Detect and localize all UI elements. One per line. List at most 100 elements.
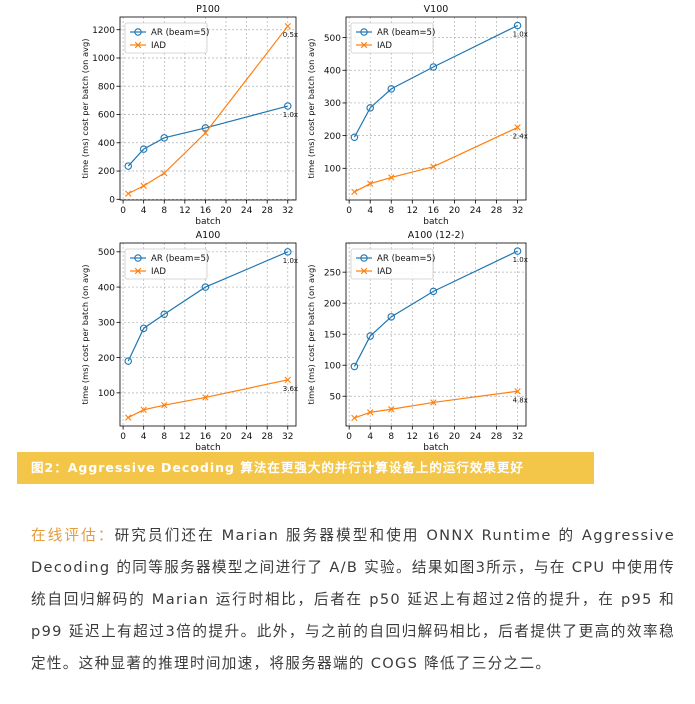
speedup-annotation: 0.5x: [283, 31, 298, 39]
x-tick-label: 16: [200, 432, 212, 442]
data-point-ar: [387, 313, 396, 321]
legend-x-marker: [360, 267, 368, 275]
data-point-iad: [140, 406, 147, 413]
x-tick-label: 28: [491, 206, 503, 216]
data-point-iad: [351, 188, 358, 196]
data-point-ar: [429, 287, 438, 296]
y-tick-label: 1000: [92, 54, 115, 64]
y-tick-label: 400: [98, 283, 115, 293]
data-point-iad: [514, 124, 521, 131]
data-point-iad: [140, 182, 147, 190]
speedup-annotation: 1.0x: [513, 256, 528, 264]
x-tick-label: 16: [428, 206, 440, 216]
speedup-annotation: 1.0x: [283, 111, 298, 119]
data-point-ar: [139, 324, 148, 333]
x-tick-label: 8: [161, 432, 167, 442]
data-point-iad: [430, 163, 437, 170]
y-tick-label: 50: [330, 392, 342, 402]
data-point-ar: [139, 145, 148, 153]
x-axis-label: batch: [195, 443, 220, 450]
speedup-annotation: 1.0x: [513, 30, 528, 38]
y-axis-label: time (ms) cost per batch (on avg): [80, 265, 90, 405]
x-tick-label: 32: [282, 206, 293, 216]
x-tick-label: 24: [470, 432, 482, 442]
data-point-ar: [513, 21, 522, 30]
legend-label: AR (beam=5): [377, 254, 435, 264]
data-point-ar: [284, 102, 292, 110]
x-tick-label: 4: [141, 206, 147, 216]
plot-frame: [119, 16, 297, 201]
x-tick-label: 20: [220, 206, 232, 216]
x-tick-label: 8: [161, 206, 167, 216]
x-tick-label: 8: [388, 206, 394, 216]
chart-title: V100: [424, 4, 449, 15]
chart-title: P100: [196, 4, 220, 15]
chart-panel-4: 0 4 8 12 16 20 24 28 32 50 100 150 200 250 A100 (12-2)…: [306, 230, 528, 450]
x-tick-label: 28: [261, 432, 273, 442]
plot-frame: [345, 16, 527, 201]
x-tick-label: 12: [407, 432, 418, 442]
x-tick-label: 20: [220, 432, 232, 442]
article-paragraph: 在线评估：研究员们还在 Marian 服务器模型和使用 ONNX Runtime…: [31, 520, 675, 680]
x-axis-label: batch: [423, 443, 448, 450]
data-point-iad: [202, 394, 209, 401]
y-tick-label: 200: [98, 354, 115, 364]
data-point-ar: [201, 283, 210, 291]
y-tick-label: 250: [324, 268, 341, 278]
x-tick-label: 0: [120, 206, 126, 216]
data-point-iad: [367, 409, 374, 416]
latency-comparison-figure: 0 4 8 12 16 20 24 28 32020040060080010001200P100…: [80, 4, 528, 450]
speedup-annotation: 3.6x: [283, 385, 298, 393]
y-tick-label: 300: [324, 99, 341, 109]
x-tick-label: 4: [367, 206, 373, 216]
data-point-ar: [429, 63, 438, 71]
article-lead: 在线评估：: [31, 527, 115, 544]
legend-circle-marker: [360, 28, 368, 36]
chart-legend: AR (beam=5) IAD: [350, 248, 435, 280]
x-tick-label: 12: [407, 206, 418, 216]
data-point-iad: [202, 129, 209, 137]
y-tick-label: 500: [98, 248, 115, 258]
legend-x-marker: [134, 267, 142, 275]
data-point-iad: [430, 399, 437, 406]
data-point-iad: [367, 180, 374, 187]
x-tick-label: 12: [179, 432, 190, 442]
y-tick-label: 150: [324, 330, 341, 340]
data-point-ar: [124, 162, 132, 170]
data-point-iad: [161, 169, 168, 177]
x-tick-label: 32: [512, 432, 523, 442]
x-tick-label: 4: [141, 432, 147, 442]
legend-label: IAD: [151, 267, 166, 277]
speedup-annotation: 1.0x: [283, 257, 298, 265]
data-point-iad: [125, 414, 132, 421]
x-axis-label: batch: [195, 217, 220, 227]
series-line-ar: [353, 250, 518, 367]
x-tick-label: 4: [367, 432, 373, 442]
legend-label: AR (beam=5): [151, 254, 209, 264]
legend-label: IAD: [151, 41, 166, 51]
x-tick-label: 0: [120, 432, 126, 442]
plot-frame: [119, 242, 297, 427]
y-tick-label: 800: [98, 82, 115, 92]
y-tick-label: 500: [324, 34, 341, 44]
series-line-iad: [354, 126, 518, 193]
y-tick-label: 300: [98, 319, 115, 329]
y-tick-label: 200: [324, 132, 341, 142]
x-axis-label: batch: [423, 217, 448, 227]
data-point-ar: [124, 357, 132, 365]
article-body: 研究员们还在 Marian 服务器模型和使用 ONNX Runtime 的 Ag…: [31, 527, 675, 672]
x-tick-label: 24: [241, 206, 253, 216]
data-point-iad: [161, 402, 168, 409]
data-point-iad: [284, 376, 291, 383]
data-point-ar: [160, 134, 169, 142]
legend-x-marker: [360, 41, 368, 49]
y-tick-label: 200: [324, 299, 341, 309]
y-tick-label: 400: [98, 139, 115, 149]
series-line-ar: [353, 24, 518, 138]
speedup-annotation: 4.8x: [513, 396, 528, 404]
x-tick-label: 24: [470, 206, 482, 216]
chart-title: A100 (12-2): [408, 230, 465, 241]
data-point-ar: [284, 248, 292, 256]
chart-panel-3: 0 4 8 12 16 20 24 28 32 100 200 300 400 500 A100 batch t…: [80, 230, 298, 450]
series-line-ar: [127, 251, 289, 362]
